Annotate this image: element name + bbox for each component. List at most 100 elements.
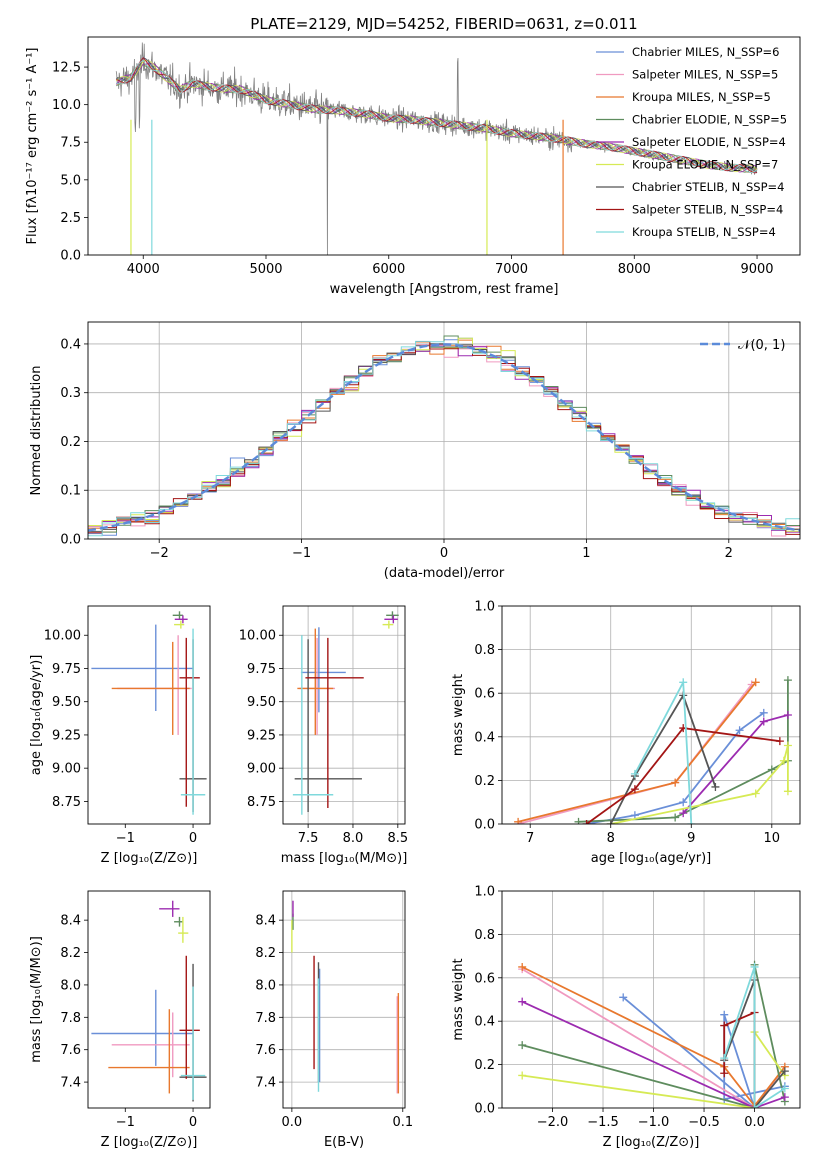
data-point-9 xyxy=(292,635,334,815)
x-tick-label: 0 xyxy=(189,831,197,846)
axes-frame xyxy=(87,605,211,825)
mass-weight-series-8 xyxy=(586,727,781,824)
data-point-1 xyxy=(91,624,194,712)
legend-entry: Salpeter ELODIE, N_SSP=4 xyxy=(632,135,786,149)
x-tick-label: −2 xyxy=(150,546,169,561)
y-tick-label: 0.4 xyxy=(474,1015,495,1030)
data-point-4 xyxy=(172,611,183,620)
plot-area-weight-vs-age xyxy=(502,606,800,824)
x-tick-label: 4000 xyxy=(127,262,160,277)
x-tick-label: 9000 xyxy=(740,262,773,277)
data-point-9 xyxy=(180,986,206,1100)
plus-marker xyxy=(671,778,680,787)
legend-entry: Kroupa ELODIE, N_SSP=7 xyxy=(632,158,778,172)
y-axis-label: age [log₁₀(age/yr)] xyxy=(29,655,44,776)
plus-marker xyxy=(750,962,759,971)
y-tick-label: 12.5 xyxy=(52,61,81,76)
legend-entry: Kroupa STELIB, N_SSP=4 xyxy=(632,225,776,239)
y-tick-label: 8.2 xyxy=(255,946,276,961)
plus-marker xyxy=(783,741,792,750)
legend-entry: Chabrier ELODIE, N_SSP=5 xyxy=(632,113,787,127)
x-tick-label: 8 xyxy=(607,831,615,846)
mass-weight-series-5 xyxy=(521,1000,786,1108)
plus-marker xyxy=(679,798,688,807)
data-point-6 xyxy=(174,620,185,629)
data-point-3 xyxy=(111,641,190,735)
data-point-5 xyxy=(159,900,180,917)
x-axis-label: age [log₁₀(age/yr)] xyxy=(591,851,712,866)
plus-marker xyxy=(783,787,792,796)
y-tick-label: 7.4 xyxy=(60,1076,81,1091)
x-tick-label: 7000 xyxy=(495,262,528,277)
y-tick-label: 0.8 xyxy=(474,928,495,943)
plus-marker xyxy=(582,820,591,824)
y-tick-label: 7.6 xyxy=(255,1043,276,1058)
y-axis-label: mass weight xyxy=(451,674,466,756)
panel-age-vs-mass: 7.5 8.0 8.5 8.75 9.00 9.25 9.50 9.75 10.00 mass [… xyxy=(239,605,408,866)
y-tick-label: 9.25 xyxy=(52,728,81,743)
y-tick-label: 0.6 xyxy=(474,687,495,702)
data-point-9 xyxy=(180,628,206,815)
data-point-8 xyxy=(305,637,364,809)
y-tick-label: 8.4 xyxy=(255,914,276,929)
plus-marker xyxy=(518,962,527,971)
x-axis-label: wavelength [Angstrom, rest frame] xyxy=(330,282,559,297)
axes-frame xyxy=(87,890,211,1109)
y-tick-label: 9.50 xyxy=(52,695,81,710)
y-tick-label: 9.25 xyxy=(247,728,276,743)
x-tick-label: −1 xyxy=(116,831,135,846)
data-point-4 xyxy=(386,611,399,620)
data-point-8 xyxy=(179,955,200,1079)
plot-area-weight-vs-Z xyxy=(502,891,800,1108)
plot-area-age-vs-Z xyxy=(91,611,207,815)
model-spectrum-line-8 xyxy=(116,57,758,174)
plus-marker xyxy=(720,1010,729,1019)
y-tick-label: 10.0 xyxy=(52,98,81,113)
plot-area-mass-vs-ebv xyxy=(283,891,405,1108)
y-tick-label: 0.4 xyxy=(60,337,81,352)
axes-frame xyxy=(87,36,801,256)
x-tick-label: 1 xyxy=(582,546,590,561)
plus-marker xyxy=(720,1054,729,1063)
x-axis-label: mass [log₁₀(M/M⊙)] xyxy=(281,851,408,866)
y-tick-label: 2.5 xyxy=(60,211,81,226)
plus-marker xyxy=(518,997,527,1006)
plus-marker xyxy=(775,737,784,746)
x-axis-label: Z [log₁₀(Z/Z⊙)] xyxy=(101,851,198,866)
y-tick-label: 0.1 xyxy=(60,484,81,499)
y-tick-label: 7.8 xyxy=(60,1011,81,1026)
plus-marker xyxy=(711,782,720,791)
legend-entry: Chabrier MILES, N_SSP=6 xyxy=(632,45,779,59)
legend-entry: Kroupa MILES, N_SSP=5 xyxy=(632,90,771,104)
histogram-step-8 xyxy=(88,341,800,535)
mass-weight-series-1 xyxy=(586,712,765,824)
y-tick-label: 0.3 xyxy=(60,386,81,401)
plus-marker xyxy=(630,769,639,778)
y-tick-label: 0.2 xyxy=(60,435,81,450)
data-point-2 xyxy=(117,635,192,735)
y-tick-label: 7.4 xyxy=(255,1076,276,1091)
y-tick-label: 8.0 xyxy=(60,978,81,993)
plus-marker xyxy=(518,1071,527,1080)
y-tick-label: 8.75 xyxy=(52,795,81,810)
y-tick-label: 0.0 xyxy=(60,249,81,264)
plus-marker xyxy=(630,785,639,794)
plus-marker xyxy=(679,678,688,687)
x-tick-label: 10 xyxy=(764,831,781,846)
plus-marker xyxy=(606,820,615,824)
y-tick-label: 0.0 xyxy=(474,818,495,833)
y-tick-label: 1.0 xyxy=(474,600,495,615)
plus-marker xyxy=(783,676,792,685)
x-tick-label: 8000 xyxy=(618,262,651,277)
data-point-6 xyxy=(382,620,394,629)
y-tick-label: 0.8 xyxy=(474,643,495,658)
plus-marker xyxy=(679,809,688,818)
panel-age-vs-Z: −1 0 8.75 9.00 9.25 9.50 9.75 10.00 Z [log₁₀(Z/Z… xyxy=(29,605,211,866)
plus-marker xyxy=(751,678,760,687)
panel-weight-vs-age: 7 8 9 10 0.0 0.2 0.4 0.6 0.8 1.0 age [log₁₀(age/yr… xyxy=(451,600,801,866)
legend-entry: Salpeter MILES, N_SSP=5 xyxy=(632,68,778,82)
plus-marker xyxy=(720,1069,729,1078)
data-point-5 xyxy=(384,615,398,624)
y-axis-label: mass weight xyxy=(451,958,466,1040)
x-tick-label: 9 xyxy=(687,831,695,846)
